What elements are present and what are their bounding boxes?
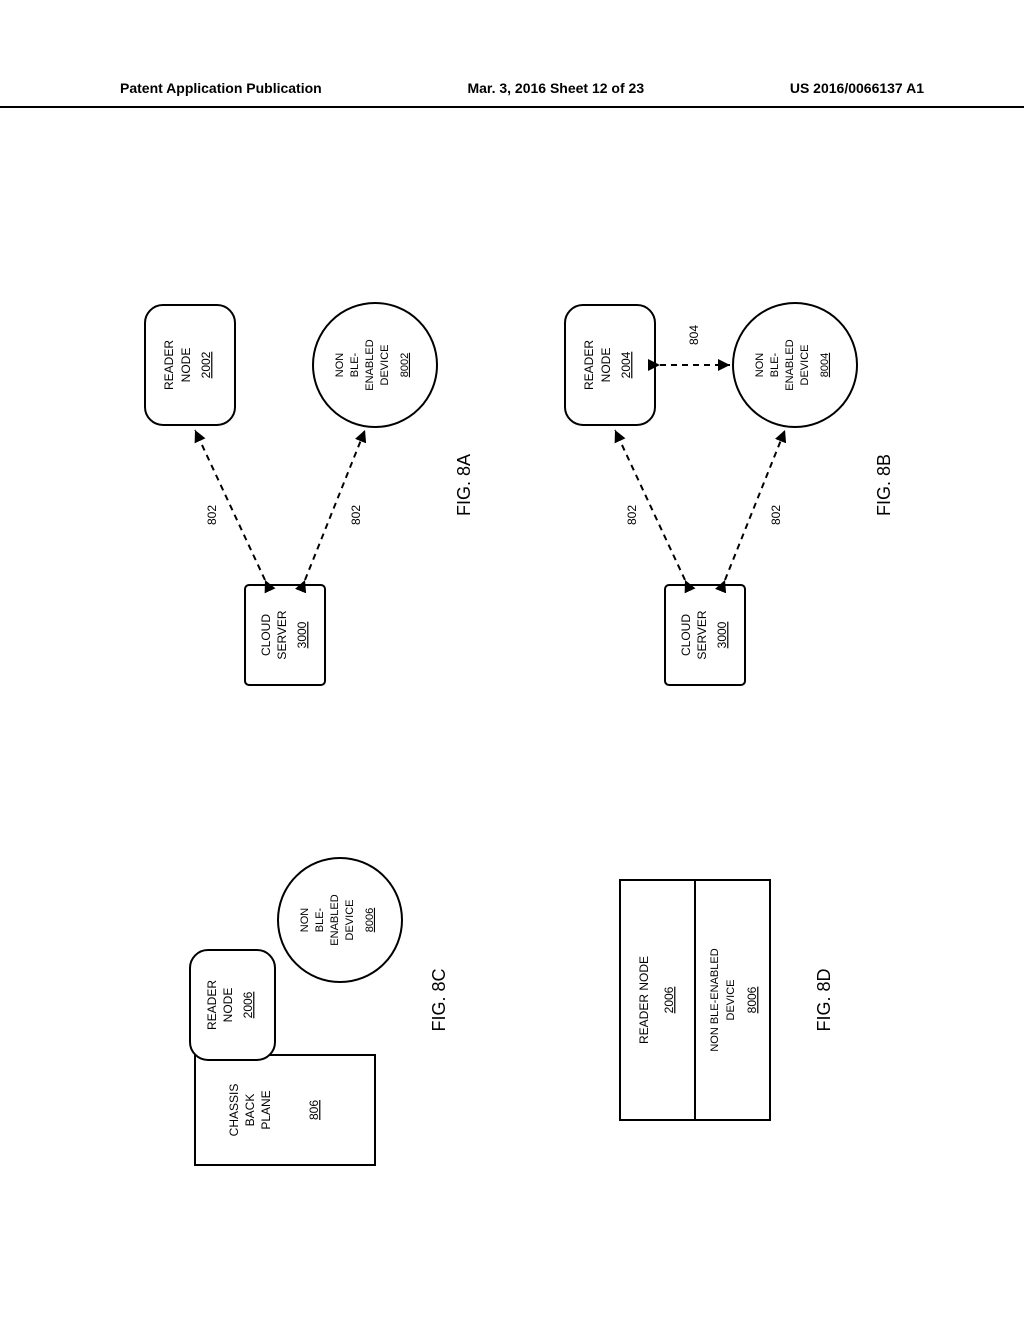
- svg-text:ENABLED: ENABLED: [784, 339, 796, 390]
- svg-text:802: 802: [769, 505, 783, 525]
- svg-text:DEVICE: DEVICE: [725, 980, 737, 1021]
- svg-text:READER: READER: [205, 980, 219, 1030]
- arrow-802a: 802: [205, 505, 219, 525]
- caption-8a: FIG. 8A: [454, 454, 470, 516]
- fig-8b: CLOUD SERVER 3000 READER NODE 2004 NON B…: [520, 250, 890, 720]
- dev-l1: NON: [334, 353, 346, 378]
- header-center: Mar. 3, 2016 Sheet 12 of 23: [467, 80, 644, 96]
- svg-text:804: 804: [687, 325, 701, 345]
- svg-text:SERVER: SERVER: [695, 610, 709, 659]
- dev-l4: DEVICE: [379, 345, 391, 386]
- header-left: Patent Application Publication: [120, 80, 322, 96]
- svg-text:NON: NON: [299, 908, 311, 933]
- svg-text:READER NODE: READER NODE: [637, 956, 651, 1044]
- arrow-802b: 802: [349, 505, 363, 525]
- svg-text:NON: NON: [754, 353, 766, 378]
- dev-l2: BLE-: [349, 352, 361, 377]
- header-right: US 2016/0066137 A1: [790, 80, 924, 96]
- fig-8d: READER NODE 2006 NON BLE-ENABLED DEVICE …: [520, 790, 890, 1210]
- svg-text:8004: 8004: [819, 353, 831, 377]
- reader-l1: READER: [162, 340, 176, 390]
- svg-text:8006: 8006: [745, 986, 759, 1013]
- svg-text:DEVICE: DEVICE: [799, 345, 811, 386]
- svg-text:NODE: NODE: [221, 988, 235, 1023]
- dev-ref: 8002: [399, 353, 411, 377]
- svg-text:2006: 2006: [241, 991, 255, 1018]
- svg-text:READER: READER: [582, 340, 596, 390]
- caption-8c: FIG. 8C: [429, 968, 449, 1031]
- page-header: Patent Application Publication Mar. 3, 2…: [0, 80, 1024, 108]
- svg-text:BACK: BACK: [243, 1094, 257, 1127]
- fig-8a: CLOUD SERVER 3000 READER NODE 2002 NON B…: [100, 250, 470, 720]
- caption-8d: FIG. 8D: [814, 968, 834, 1031]
- cloud-ref: 3000: [295, 621, 309, 648]
- svg-text:BLE-: BLE-: [769, 352, 781, 377]
- svg-text:DEVICE: DEVICE: [344, 900, 356, 941]
- svg-text:8006: 8006: [364, 908, 376, 932]
- svg-text:802: 802: [625, 505, 639, 525]
- svg-text:CLOUD: CLOUD: [679, 614, 693, 656]
- svg-text:BLE-: BLE-: [314, 907, 326, 932]
- svg-text:806: 806: [307, 1100, 321, 1120]
- reader-ref: 2002: [199, 351, 213, 378]
- svg-text:ENABLED: ENABLED: [329, 894, 341, 945]
- svg-text:PLANE: PLANE: [259, 1090, 273, 1129]
- cloud-l1: CLOUD: [259, 614, 273, 656]
- svg-text:NODE: NODE: [599, 348, 613, 383]
- cloud-l2: SERVER: [275, 610, 289, 659]
- svg-text:3000: 3000: [715, 621, 729, 648]
- svg-text:CHASSIS: CHASSIS: [227, 1084, 241, 1137]
- fig-8c: CHASSIS BACK PLANE 806 READER NODE 2006 …: [100, 790, 470, 1210]
- svg-text:2004: 2004: [619, 351, 633, 378]
- diagram-area: CLOUD SERVER 3000 READER NODE 2002 NON B…: [100, 130, 900, 1250]
- svg-text:NON BLE-ENABLED: NON BLE-ENABLED: [709, 948, 721, 1051]
- reader-l2: NODE: [179, 348, 193, 383]
- caption-8b: FIG. 8B: [874, 454, 890, 516]
- page: Patent Application Publication Mar. 3, 2…: [0, 0, 1024, 1320]
- dev-l3: ENABLED: [364, 339, 376, 390]
- svg-text:2006: 2006: [662, 986, 676, 1013]
